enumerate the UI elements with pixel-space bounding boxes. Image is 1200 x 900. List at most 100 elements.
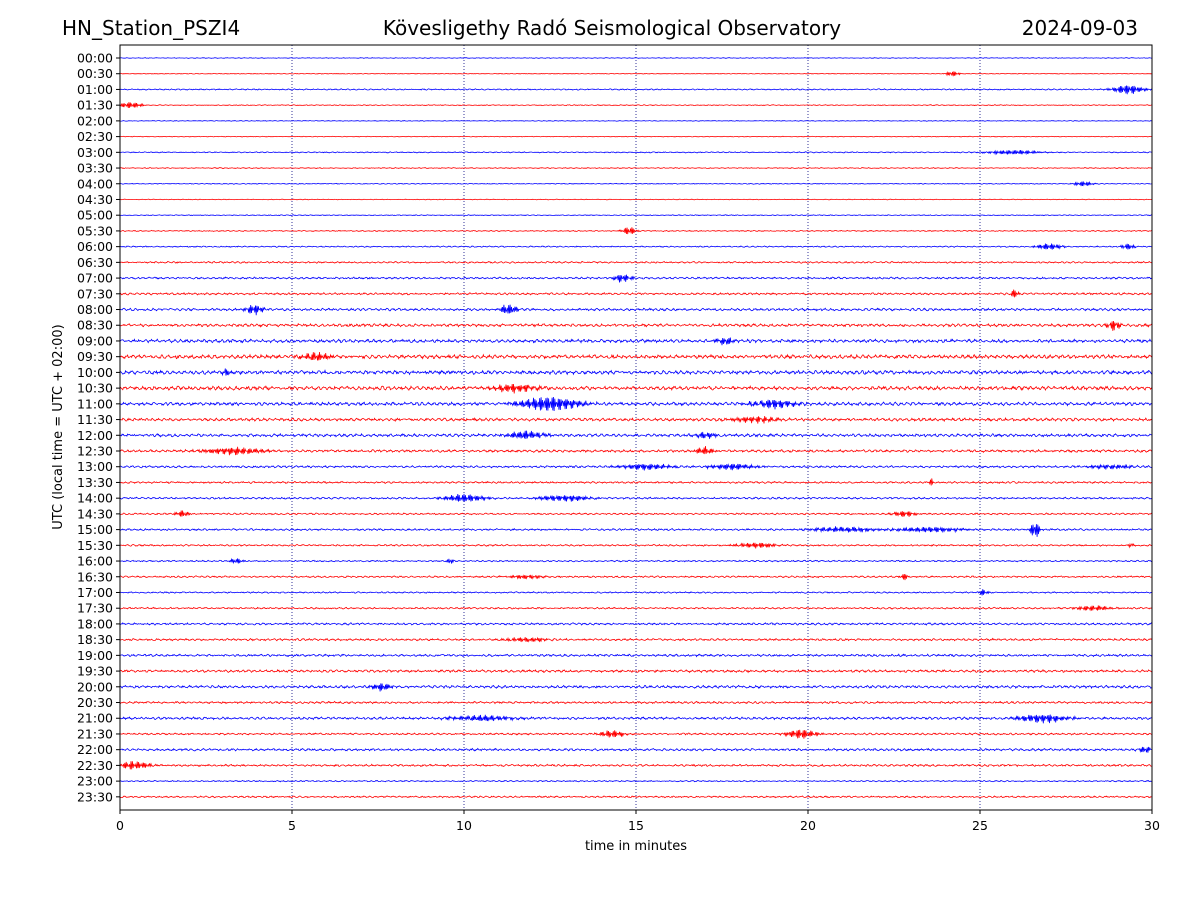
trace-line <box>119 795 1153 799</box>
trace-line <box>119 149 1153 156</box>
trace-line <box>119 337 1153 346</box>
y-tick-label: 23:30 <box>77 789 113 804</box>
trace-line <box>120 573 1153 581</box>
trace-line <box>119 589 1153 596</box>
x-axis-label: time in minutes <box>585 839 687 854</box>
y-tick-label: 06:30 <box>77 255 113 270</box>
y-tick-label: 07:30 <box>77 286 113 301</box>
y-tick-label: 02:00 <box>77 113 113 128</box>
chart-title: Kövesligethy Radó Seismological Observat… <box>383 16 841 40</box>
trace-line <box>119 622 1153 626</box>
date-title: 2024-09-03 <box>1022 16 1138 40</box>
trace-line <box>119 463 1153 471</box>
trace-line <box>120 304 1152 316</box>
y-tick-label: 12:00 <box>77 428 113 443</box>
y-tick-label: 18:30 <box>77 632 113 647</box>
x-tick-label: 0 <box>116 818 124 833</box>
y-tick-label: 06:00 <box>77 239 113 254</box>
trace-line <box>119 669 1153 674</box>
trace-line <box>120 430 1153 440</box>
trace-line <box>120 180 1153 187</box>
y-tick-labels: 00:0000:3001:0001:3002:0002:3003:0003:30… <box>77 51 120 804</box>
trace-line <box>119 714 1153 724</box>
y-tick-label: 17:30 <box>77 601 113 616</box>
y-tick-label: 10:00 <box>77 365 113 380</box>
y-tick-label: 21:30 <box>77 726 113 741</box>
y-tick-label: 15:00 <box>77 522 113 537</box>
x-tick-label: 15 <box>628 818 644 833</box>
x-tick-label: 10 <box>456 818 472 833</box>
trace-line <box>119 605 1153 612</box>
trace-line <box>119 700 1153 705</box>
trace-line <box>119 320 1153 331</box>
trace-line <box>120 57 1153 59</box>
y-tick-label: 21:00 <box>77 711 113 726</box>
trace-line <box>119 85 1153 95</box>
trace-line <box>119 779 1152 783</box>
y-tick-label: 20:00 <box>77 679 113 694</box>
x-tick-label: 25 <box>972 818 988 833</box>
trace-line <box>119 415 1153 424</box>
trace-line <box>119 383 1153 394</box>
trace-line <box>119 260 1152 264</box>
y-tick-label: 04:00 <box>77 176 113 191</box>
y-tick-label: 15:30 <box>77 538 113 553</box>
y-tick-label: 03:00 <box>77 145 113 160</box>
y-tick-label: 16:00 <box>77 554 113 569</box>
trace-line <box>119 198 1153 201</box>
y-tick-label: 13:30 <box>77 475 113 490</box>
y-tick-label: 14:00 <box>77 491 113 506</box>
trace-group <box>119 57 1153 799</box>
y-tick-label: 19:30 <box>77 664 113 679</box>
y-tick-label: 11:00 <box>77 396 113 411</box>
y-tick-label: 23:00 <box>77 774 113 789</box>
y-tick-label: 17:00 <box>77 585 113 600</box>
y-tick-label: 05:00 <box>77 208 113 223</box>
y-tick-label: 16:30 <box>77 569 113 584</box>
trace-line <box>119 557 1153 565</box>
trace-line <box>119 761 1153 770</box>
trace-line <box>119 510 1153 517</box>
trace-line <box>119 214 1153 217</box>
y-tick-label: 01:00 <box>77 82 113 97</box>
y-tick-label: 18:00 <box>77 616 113 631</box>
y-tick-label: 22:30 <box>77 758 113 773</box>
x-ticks: 0 5 10 15 20 25 30 <box>116 810 1160 833</box>
trace-line <box>119 167 1153 170</box>
y-tick-label: 10:30 <box>77 381 113 396</box>
y-tick-label: 14:30 <box>77 506 113 521</box>
y-tick-label: 01:30 <box>77 98 113 113</box>
trace-line <box>119 368 1153 377</box>
trace-line <box>119 396 1153 412</box>
y-tick-label: 03:30 <box>77 161 113 176</box>
trace-line <box>119 102 1152 108</box>
trace-line <box>119 478 1153 486</box>
trace-line <box>119 227 1153 235</box>
trace-line <box>119 289 1153 298</box>
y-tick-label: 20:30 <box>77 695 113 710</box>
y-tick-label: 12:30 <box>77 444 113 459</box>
trace-line <box>119 524 1153 537</box>
y-tick-label: 05:30 <box>77 223 113 238</box>
y-tick-label: 19:00 <box>77 648 113 663</box>
y-tick-label: 04:30 <box>77 192 113 207</box>
y-tick-label: 00:30 <box>77 66 113 81</box>
trace-line <box>119 636 1153 643</box>
trace-line <box>120 135 1153 138</box>
plot-frame <box>119 44 1153 811</box>
trace-line <box>119 120 1152 122</box>
y-tick-label: 08:00 <box>77 302 113 317</box>
y-tick-label: 09:30 <box>77 349 113 364</box>
y-tick-label: 11:30 <box>77 412 113 427</box>
trace-line <box>119 274 1153 283</box>
trace-line <box>119 542 1153 549</box>
y-tick-label: 02:30 <box>77 129 113 144</box>
trace-line <box>119 445 1153 456</box>
trace-line <box>119 653 1153 658</box>
trace-line <box>119 746 1153 753</box>
trace-line <box>119 351 1153 361</box>
y-tick-label: 00:00 <box>77 51 113 66</box>
y-tick-label: 09:00 <box>77 333 113 348</box>
y-axis-label: UTC (local time = UTC + 02:00) <box>51 324 66 529</box>
